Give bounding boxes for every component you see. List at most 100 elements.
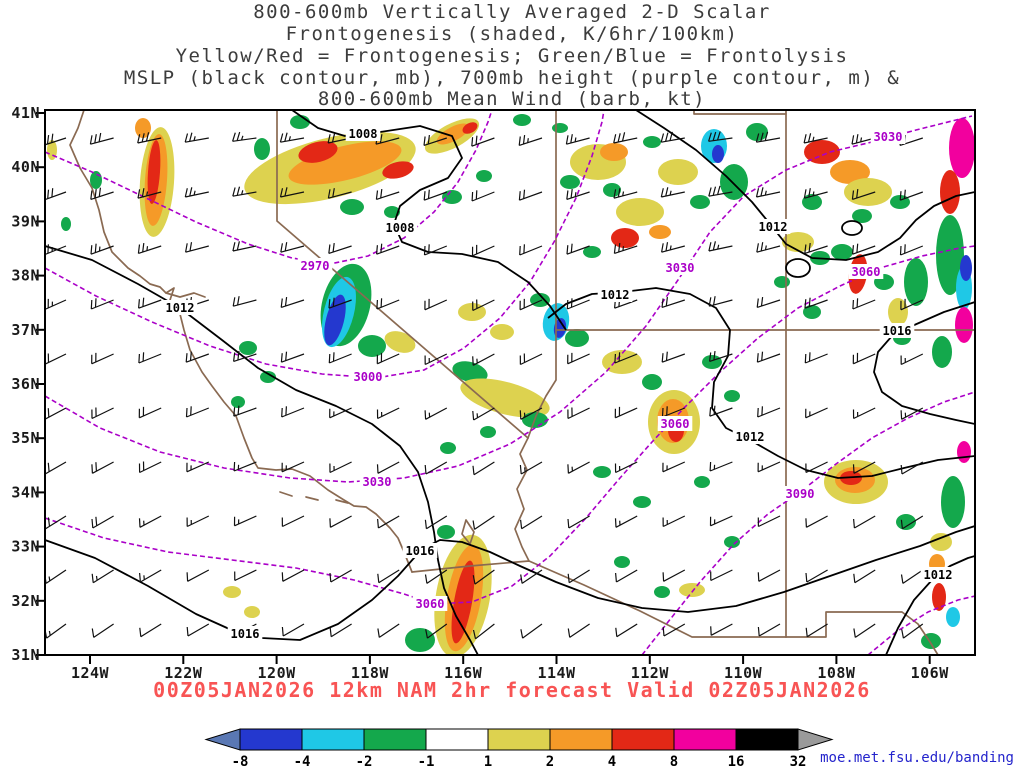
contour-label: 1012	[736, 430, 765, 444]
shade-patch	[231, 396, 245, 408]
wind-barb	[91, 623, 114, 638]
wind-barb	[471, 190, 495, 202]
wind-barb	[281, 406, 305, 418]
shade-patch	[724, 390, 740, 402]
mslp-contour	[873, 301, 975, 425]
shade-patch	[358, 335, 386, 357]
shade-patch	[658, 159, 698, 185]
contour-label-mask	[732, 429, 768, 444]
contour-label: 3030	[363, 475, 392, 489]
contour-label: 2970	[301, 259, 330, 273]
wind-barb	[660, 131, 685, 143]
wind-barb	[710, 569, 733, 582]
wind-barb	[708, 241, 733, 252]
contour-label-mask	[162, 300, 198, 315]
wind-barb	[376, 407, 400, 420]
lon-label: 108W	[817, 664, 856, 682]
contour-label-mask	[227, 626, 263, 641]
border-path	[693, 110, 787, 115]
wind-barb	[614, 406, 638, 419]
lon-label: 122W	[164, 664, 203, 682]
wind-barb	[662, 623, 686, 637]
shade-patch	[565, 329, 589, 347]
wind-barb	[185, 406, 210, 418]
wind-barb	[708, 185, 733, 197]
wind-barb	[519, 407, 543, 420]
lon-label: 120W	[258, 664, 297, 682]
wind-barb	[756, 242, 781, 253]
lat-label: 39N	[11, 212, 40, 230]
wind-barb	[614, 515, 638, 528]
shade-patch	[712, 145, 724, 163]
wind-barb	[613, 132, 638, 144]
shade-patch	[324, 294, 346, 346]
wind-barb	[661, 242, 685, 253]
lon-label: 124W	[71, 664, 110, 682]
shade-patch	[405, 628, 435, 652]
wind-barb	[852, 243, 876, 255]
wind-barb	[91, 515, 114, 529]
wind-barb	[329, 623, 352, 638]
shade-patch	[642, 374, 662, 390]
shade-patch	[552, 123, 568, 133]
wind-barb	[520, 569, 543, 584]
wind-barb	[614, 461, 638, 474]
wind-barb	[566, 298, 590, 310]
contour-label-mask	[359, 474, 395, 489]
contour-label: 1016	[406, 544, 435, 558]
shade-patch	[633, 496, 651, 508]
contour-label: 3090	[786, 487, 815, 501]
wind-barb	[232, 131, 257, 142]
wind-barb	[279, 187, 305, 198]
colorbar-tick-label: 1	[484, 754, 492, 768]
wind-barb	[45, 623, 67, 639]
shade-patch	[896, 514, 916, 530]
contour-label-mask	[657, 416, 693, 431]
colorbar-tick-label: 4	[608, 754, 616, 768]
wind-barb	[853, 623, 876, 638]
wind-barb	[423, 135, 447, 146]
wind-barb	[567, 569, 590, 584]
shade-patch	[462, 122, 478, 134]
contour-label-mask	[412, 596, 448, 611]
wind-barb	[805, 569, 828, 583]
shade-patch	[804, 140, 840, 164]
wind-barb	[279, 132, 305, 143]
height-contour	[45, 110, 605, 379]
wind-barb	[424, 515, 448, 530]
title-line-5: 800-600mb Mean Wind (barb, kt)	[318, 88, 706, 110]
shade-patch	[147, 140, 161, 204]
colorbar-tick-label: 32	[790, 754, 807, 768]
wind-barb	[137, 243, 162, 254]
shade-patch	[244, 606, 260, 618]
wind-barb	[518, 189, 543, 201]
wind-barb	[900, 461, 924, 475]
wind-barb	[424, 569, 448, 584]
contour-label: 1012	[924, 568, 953, 582]
wind-barb	[185, 242, 209, 253]
border-path	[527, 329, 557, 439]
wind-barb	[328, 352, 352, 364]
shade-patch	[600, 143, 628, 161]
wind-barb	[233, 405, 257, 417]
wind-barb	[472, 353, 495, 366]
wind-barb	[138, 515, 162, 528]
wind-barbs	[45, 131, 924, 640]
wind-barb	[281, 461, 305, 473]
wind-barb	[757, 461, 781, 473]
shade-patch	[288, 141, 402, 185]
colorbar-segment	[487, 728, 551, 751]
wind-barb	[233, 515, 257, 527]
shade-patch	[616, 198, 664, 226]
title-block: 800-600mb Vertically Averaged 2-D Scalar…	[124, 1, 899, 110]
wind-barb	[232, 241, 257, 252]
wind-barb	[377, 515, 400, 529]
mslp-contour	[841, 220, 863, 236]
wind-barb	[328, 297, 352, 309]
shade-patch	[290, 115, 310, 129]
shade-patch	[932, 583, 946, 611]
shade-patch	[930, 533, 952, 551]
wind-barb	[234, 569, 257, 582]
contour-label-mask	[848, 264, 884, 279]
border-path	[165, 292, 206, 298]
